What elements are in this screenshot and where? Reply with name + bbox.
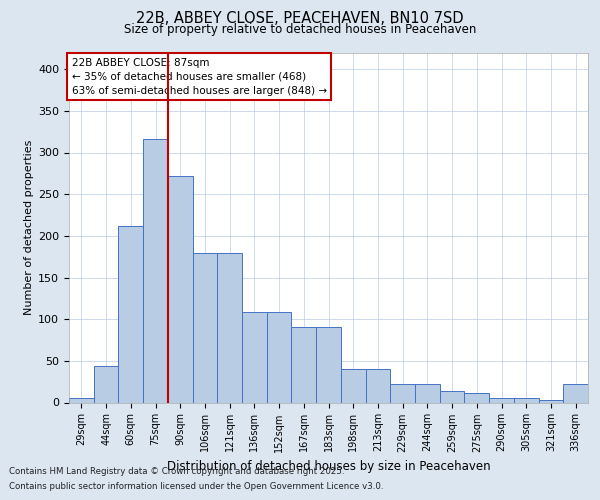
X-axis label: Distribution of detached houses by size in Peacehaven: Distribution of detached houses by size … [167, 460, 490, 473]
Bar [390, 384, 415, 402]
Bar [143, 139, 168, 402]
Bar [489, 398, 514, 402]
Text: 22B ABBEY CLOSE: 87sqm
← 35% of detached houses are smaller (468)
63% of semi-de: 22B ABBEY CLOSE: 87sqm ← 35% of detached… [71, 58, 327, 96]
Bar [539, 400, 563, 402]
Bar [94, 366, 118, 403]
Bar [267, 312, 292, 402]
Bar [292, 326, 316, 402]
Y-axis label: Number of detached properties: Number of detached properties [24, 140, 34, 315]
Bar [341, 369, 365, 402]
Bar [563, 384, 588, 402]
Bar [217, 252, 242, 402]
Bar [193, 252, 217, 402]
Bar [242, 312, 267, 402]
Bar [365, 369, 390, 402]
Text: Contains HM Land Registry data © Crown copyright and database right 2025.: Contains HM Land Registry data © Crown c… [9, 467, 344, 476]
Bar [440, 391, 464, 402]
Bar [464, 394, 489, 402]
Bar [118, 226, 143, 402]
Bar [69, 398, 94, 402]
Text: Contains public sector information licensed under the Open Government Licence v3: Contains public sector information licen… [9, 482, 383, 491]
Text: Size of property relative to detached houses in Peacehaven: Size of property relative to detached ho… [124, 24, 476, 36]
Bar [415, 384, 440, 402]
Bar [168, 176, 193, 402]
Text: 22B, ABBEY CLOSE, PEACEHAVEN, BN10 7SD: 22B, ABBEY CLOSE, PEACEHAVEN, BN10 7SD [136, 11, 464, 26]
Bar [514, 398, 539, 402]
Bar [316, 326, 341, 402]
